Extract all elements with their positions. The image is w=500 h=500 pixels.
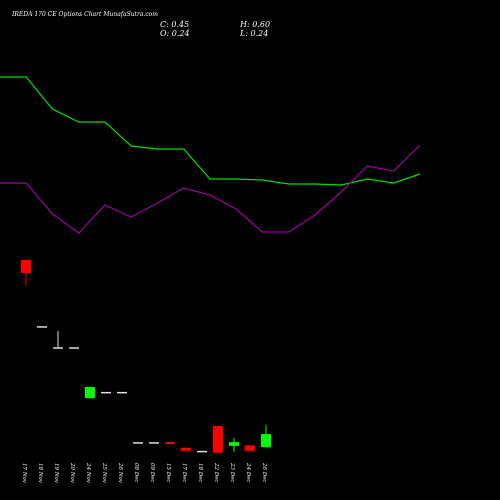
candle-body bbox=[117, 391, 127, 394]
candle-body bbox=[101, 391, 111, 394]
stat: H: 0.60 bbox=[239, 20, 270, 29]
x-tick-label: 25 Nov bbox=[101, 462, 107, 484]
x-tick-label: 22 Dec bbox=[213, 462, 219, 483]
chart-title: IREDA 170 CE Options Chart MunafaSutra.c… bbox=[11, 11, 158, 18]
indicator-line bbox=[0, 144, 421, 234]
x-tick-label: 19 Nov bbox=[53, 463, 59, 484]
x-tick-label: 24 Dec bbox=[245, 462, 251, 483]
x-tick-label: 08 Dec bbox=[133, 463, 139, 483]
candle-body bbox=[181, 447, 191, 451]
candle-body bbox=[53, 347, 63, 349]
candle-body bbox=[149, 442, 159, 444]
x-tick-label: 17 Nov bbox=[21, 463, 27, 484]
candle-body bbox=[197, 450, 207, 453]
x-tick-label: 17 Dec bbox=[181, 463, 187, 483]
x-tick-label: 23 Dec bbox=[229, 462, 235, 483]
x-tick-label: 26 Dec bbox=[261, 462, 267, 483]
candle-body bbox=[133, 442, 143, 444]
candle-body bbox=[21, 259, 31, 273]
x-tick-label: 20 Nov bbox=[69, 462, 75, 484]
stat: L: 0.24 bbox=[239, 29, 268, 38]
candle-body bbox=[229, 442, 239, 446]
indicator-line bbox=[0, 76, 421, 186]
x-tick-label: 09 Dec bbox=[149, 463, 155, 483]
candle-body bbox=[165, 442, 175, 445]
x-tick-label: 18 Dec bbox=[197, 463, 203, 483]
candle-body bbox=[37, 326, 47, 328]
x-tick-label: 24 Nov bbox=[85, 462, 91, 484]
stat: O: 0.24 bbox=[160, 29, 190, 38]
stat: C: 0.45 bbox=[160, 20, 189, 29]
candle-body bbox=[245, 445, 255, 451]
candle-body bbox=[213, 426, 223, 453]
x-tick-label: 26 Nov bbox=[117, 462, 123, 484]
candle-body bbox=[85, 386, 95, 399]
x-tick-label: 18 Nov bbox=[37, 463, 43, 484]
x-tick-label: 15 Dec bbox=[165, 463, 171, 483]
candle-body bbox=[261, 434, 271, 448]
candle-body bbox=[69, 347, 79, 349]
